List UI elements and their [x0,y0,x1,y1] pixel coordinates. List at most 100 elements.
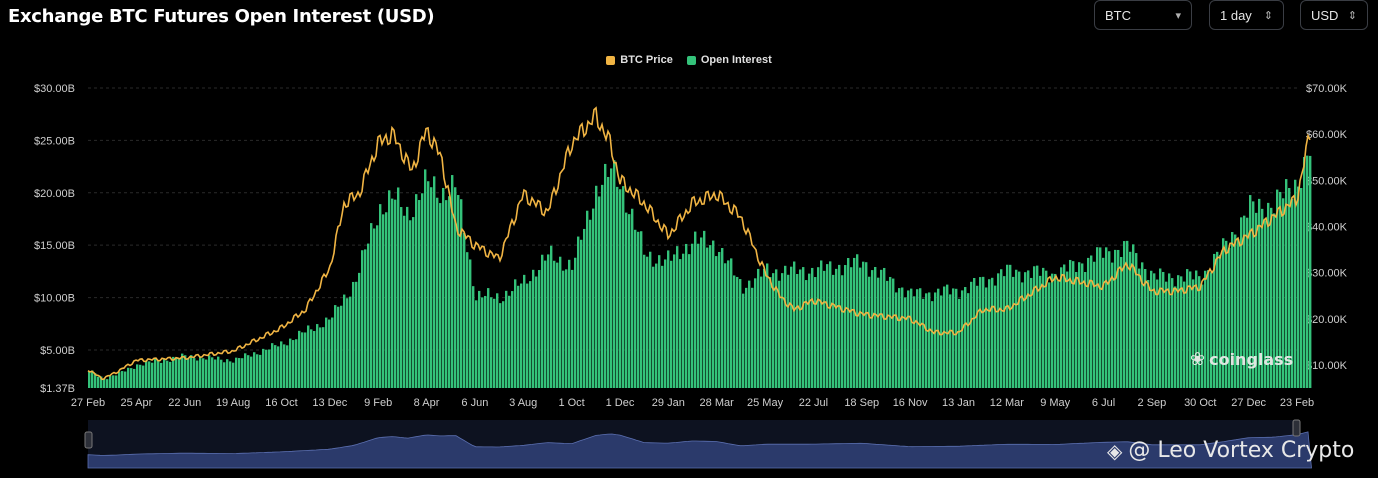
open-interest-bar [1123,241,1126,388]
x-tick-label: 9 Feb [364,397,392,409]
open-interest-bar [214,359,217,388]
open-interest-bar [1309,155,1312,388]
open-interest-bar [88,371,91,388]
open-interest-bar [124,371,127,388]
open-interest-bar [499,303,502,388]
open-interest-bar [163,359,166,388]
watermark-text: @ Leo Vortex Crypto [1128,438,1355,463]
open-interest-bar [1006,264,1009,388]
open-interest-bar [931,301,934,388]
open-interest-bar [142,365,145,388]
open-interest-bar [382,214,385,388]
open-interest-bar [466,252,469,388]
open-interest-bar [670,260,673,388]
y-right-tick-label: $10.00K [1306,360,1348,372]
open-interest-bar [1150,270,1153,388]
open-interest-bar [247,355,250,388]
open-interest-bar [316,324,319,388]
open-interest-bar [1249,195,1252,388]
open-interest-bar [313,331,316,388]
open-interest-bar [1228,247,1231,388]
open-interest-bar [1144,268,1147,388]
open-interest-bar [991,277,994,388]
open-interest-bar [136,364,139,388]
open-interest-bar [322,327,325,388]
open-interest-bar [472,286,475,388]
open-interest-bar [829,261,832,388]
open-interest-bar [1207,270,1210,388]
open-interest-bar [244,353,247,388]
open-interest-bar [346,298,349,388]
open-interest-bar [706,247,709,388]
open-interest-bar [1195,270,1198,388]
open-interest-bar [1078,262,1081,388]
legend-item-open-interest[interactable]: Open Interest [686,54,772,66]
open-interest-bar [1045,270,1048,388]
interval-select[interactable]: 1 day ⇕ [1209,0,1284,30]
open-interest-bar [766,263,769,388]
navigator-handle-left[interactable] [84,431,93,449]
open-interest-bar [886,280,889,388]
open-interest-bar [637,231,640,388]
navigator-handle-right[interactable] [1292,419,1301,437]
open-interest-bar [226,359,229,388]
open-interest-bar [1057,281,1060,388]
open-interest-bar [916,289,919,388]
open-interest-bar [676,246,679,388]
open-interest-bar [544,260,547,388]
open-interest-bar [1276,189,1279,388]
open-interest-bar [268,349,271,388]
open-interest-bar [223,362,226,388]
open-interest-bar [940,295,943,388]
open-interest-bar [385,212,388,388]
open-interest-bar [502,301,505,388]
open-interest-bar [691,243,694,388]
open-interest-bar [1180,276,1183,388]
btc-price-line [87,106,1311,381]
open-interest-bar [1135,253,1138,388]
open-interest-bar [1141,262,1144,388]
open-interest-bar [220,359,223,388]
x-tick-label: 1 Dec [606,397,635,409]
open-interest-bar [529,281,532,388]
x-tick-label: 27 Feb [71,397,105,409]
x-tick-label: 9 May [1040,397,1070,409]
coinglass-logo-text: coinglass [1209,350,1294,369]
currency-select[interactable]: USD ⇕ [1300,0,1368,30]
open-interest-bar [760,276,763,388]
open-interest-bar [307,325,310,388]
open-interest-bar [394,199,397,388]
open-interest-bar [475,300,478,388]
open-interest-bar [862,261,865,388]
y-right-tick-label: $60.00K [1306,129,1348,141]
open-interest-bar [1084,272,1087,388]
open-interest-bar [1159,268,1162,388]
open-interest-bar [328,319,331,388]
open-interest-bar [1168,273,1171,388]
open-interest-bar [373,228,376,388]
open-interest-bar [826,264,829,388]
legend-item-btc-price[interactable]: BTC Price [606,54,673,66]
open-interest-bar [811,267,814,388]
open-interest-bar [1240,217,1243,388]
open-interest-bar [1192,279,1195,388]
open-interest-bar [667,250,670,388]
asset-select[interactable]: BTC ▾ [1094,0,1192,30]
open-interest-bar [754,278,757,388]
open-interest-bar [538,270,541,388]
navigator-series [87,431,1312,469]
open-interest-bar [1285,179,1288,388]
open-interest-bar [973,277,976,388]
open-interest-bar [964,287,967,388]
open-interest-bar [532,269,535,388]
open-interest-bar [511,291,514,388]
open-interest-bar [1033,266,1036,388]
open-interest-bar [937,288,940,388]
open-interest-bar [1117,249,1120,388]
open-interest-bar [1087,257,1090,388]
open-interest-bar [730,258,733,388]
open-interest-bar [1051,273,1054,388]
legend-swatch-open-interest [686,55,696,65]
open-interest-bar [748,280,751,388]
open-interest-bar [631,208,634,388]
